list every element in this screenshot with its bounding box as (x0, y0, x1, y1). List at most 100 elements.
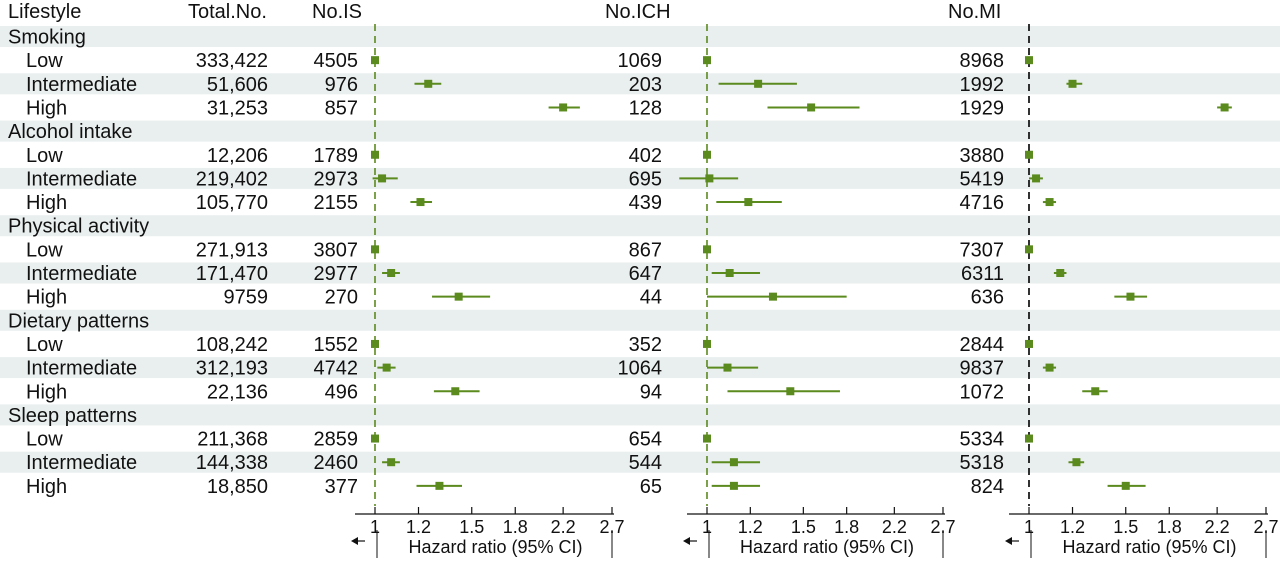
is-count: 2859 (314, 429, 359, 451)
total-count: 9759 (224, 287, 269, 309)
hr-marker (703, 150, 711, 159)
hr-marker (435, 481, 444, 490)
row-label: High (26, 381, 67, 403)
row-label: Low (26, 50, 63, 72)
row-band (0, 26, 1280, 47)
row-label: Low (26, 145, 63, 167)
header-lifestyle: Lifestyle (8, 1, 81, 23)
hr-marker (371, 434, 379, 443)
x-tick-label: 2.2 (882, 517, 907, 537)
hr-marker (1045, 198, 1054, 207)
x-tick-label: 1.5 (459, 517, 484, 537)
mi-count: 1072 (960, 381, 1005, 403)
panel-noich: 1 1.2 1.5 1.8 2.2 2.7 Hazard ratio (95% CI) (679, 24, 956, 558)
hr-marker (371, 339, 379, 348)
hr-marker (705, 174, 714, 183)
ich-count: 1064 (618, 358, 663, 380)
ich-count: 544 (629, 452, 662, 474)
hr-marker (1025, 150, 1033, 159)
mi-count: 5419 (960, 168, 1005, 190)
mi-count: 8968 (960, 50, 1005, 72)
x-tick-label: 1 (702, 517, 712, 537)
row-band (0, 73, 1280, 95)
is-count: 976 (325, 74, 358, 96)
ich-count: 128 (629, 97, 662, 119)
row-label: Intermediate (26, 358, 137, 380)
group-label: Alcohol intake (8, 121, 133, 143)
row-label: High (26, 97, 67, 119)
mi-count: 5334 (960, 429, 1005, 451)
x-axis-label: Hazard ratio (95% CI) (1062, 537, 1236, 557)
row-label: Intermediate (26, 168, 137, 190)
hr-marker (744, 198, 753, 207)
hr-marker (725, 269, 734, 277)
row-label: Intermediate (26, 74, 137, 96)
total-count: 18,850 (207, 476, 268, 498)
x-tick-label: 1.5 (1113, 517, 1138, 537)
row-band (0, 404, 1280, 426)
total-count: 333,422 (196, 50, 268, 72)
ich-count: 1069 (618, 50, 663, 72)
ich-count: 94 (640, 381, 662, 403)
ich-count: 647 (629, 263, 662, 285)
x-tick-label: 2.7 (930, 517, 955, 537)
hr-marker (1025, 56, 1033, 65)
hr-marker (371, 245, 379, 254)
mi-count: 2844 (960, 334, 1005, 356)
row-band (0, 357, 1280, 379)
is-count: 1552 (314, 334, 359, 356)
hr-marker (703, 56, 711, 65)
total-count: 108,242 (196, 334, 268, 356)
total-count: 271,913 (196, 239, 268, 261)
x-tick-label: 1.8 (1157, 517, 1182, 537)
row-label: Intermediate (26, 452, 137, 474)
x-axis-label: Hazard ratio (95% CI) (740, 537, 914, 557)
is-count: 3807 (314, 239, 359, 261)
is-count: 2155 (314, 192, 359, 214)
hr-marker (1032, 174, 1041, 183)
hr-marker (371, 150, 379, 159)
hr-marker (1091, 387, 1100, 396)
total-count: 171,470 (196, 263, 268, 285)
header-is: No.IS (312, 1, 362, 23)
x-tick-label: 2.2 (551, 517, 576, 537)
mi-count: 7307 (960, 239, 1005, 261)
total-count: 31,253 (207, 97, 268, 119)
hr-marker (387, 458, 396, 467)
hr-marker (1126, 292, 1135, 301)
row-label: High (26, 476, 67, 498)
hr-marker (1220, 103, 1229, 112)
is-count: 857 (325, 97, 358, 119)
ich-count: 439 (629, 192, 662, 214)
hr-marker (1121, 481, 1130, 490)
total-count: 211,368 (197, 429, 268, 451)
left-arrow-head (351, 537, 358, 545)
x-tick-label: 1.2 (738, 517, 763, 537)
row-band (0, 167, 1280, 189)
row-band (0, 120, 1280, 142)
is-count: 2977 (314, 263, 359, 285)
ich-count: 695 (629, 168, 662, 190)
hr-marker (1025, 339, 1033, 348)
total-count: 51,606 (207, 74, 268, 96)
hr-marker (371, 56, 379, 65)
hr-marker (1025, 245, 1033, 254)
hr-marker (1056, 269, 1065, 277)
group-label: Dietary patterns (8, 310, 149, 332)
row-band (0, 262, 1280, 284)
panel-nois: 1 1.2 1.5 1.8 2.2 2.7 Hazard ratio (95% CI) (351, 24, 625, 558)
hr-marker (703, 434, 711, 443)
hr-marker (729, 481, 738, 490)
hr-marker (754, 79, 763, 88)
is-count: 1789 (314, 145, 359, 167)
x-tick-label: 2.7 (1253, 517, 1278, 537)
total-count: 219,402 (196, 168, 268, 190)
hr-marker (559, 103, 568, 112)
left-arrow-head (683, 537, 690, 545)
mi-count: 1929 (960, 97, 1005, 119)
hr-marker (1045, 363, 1054, 372)
hr-marker (382, 363, 391, 372)
row-label: Low (26, 334, 63, 356)
mi-count: 3880 (960, 145, 1005, 167)
